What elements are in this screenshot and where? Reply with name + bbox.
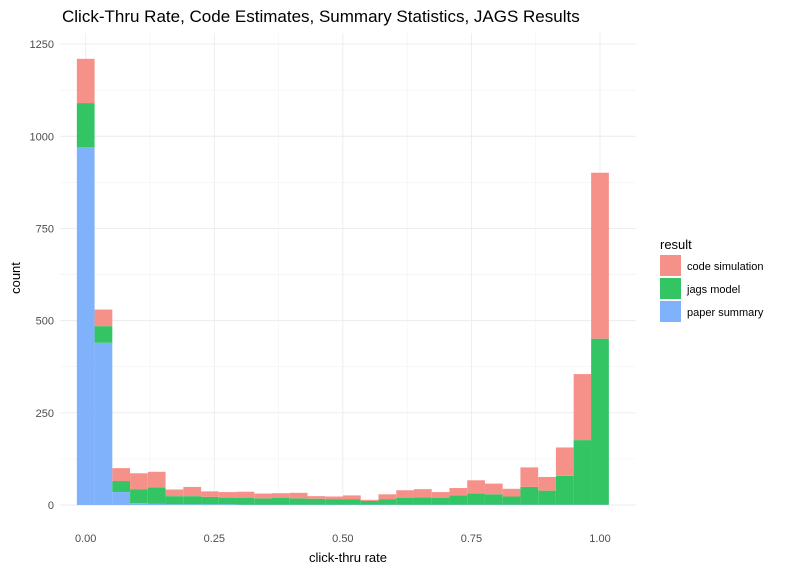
bar-code-simulation [289, 492, 308, 499]
bar-code-simulation [555, 447, 574, 476]
legend-title: result [660, 237, 692, 252]
legend-swatch [660, 301, 681, 322]
bar-jags-model [413, 497, 432, 505]
bar-jags-model [555, 475, 574, 505]
bar-code-simulation [520, 467, 539, 487]
bar-code-simulation [112, 468, 131, 482]
bar-jags-model [183, 496, 202, 505]
legend-swatch [660, 255, 681, 276]
bar-code-simulation [431, 492, 450, 498]
bar-code-simulation [502, 488, 521, 497]
bar-code-simulation [147, 471, 166, 488]
x-tick-label: 0.00 [75, 533, 96, 545]
chart-title: Click-Thru Rate, Code Estimates, Summary… [62, 7, 580, 26]
bar-code-simulation [413, 489, 432, 498]
bar-jags-model [502, 496, 521, 505]
bar-paper-summary [165, 504, 184, 505]
bar-jags-model [130, 489, 148, 504]
y-axis-label: count [8, 262, 23, 294]
bar-code-simulation [254, 493, 273, 499]
bar-jags-model [165, 496, 184, 505]
bar-paper-summary [130, 503, 148, 505]
grid [60, 33, 636, 506]
bars [76, 58, 609, 505]
bar-jags-model [289, 498, 308, 505]
bar-code-simulation [218, 492, 237, 498]
bar-jags-model [573, 440, 592, 505]
bar-code-simulation [467, 480, 485, 494]
bar-code-simulation [130, 473, 148, 490]
legend-label: code simulation [687, 261, 763, 273]
bar-jags-model [94, 326, 113, 343]
y-tick-label: 1250 [30, 39, 54, 51]
bar-code-simulation [360, 499, 379, 501]
bar-jags-model [360, 500, 379, 505]
bar-code-simulation [201, 491, 219, 497]
x-tick-label: 0.50 [332, 533, 353, 545]
bar-code-simulation [396, 490, 414, 498]
x-axis-ticks: 0.00 0.25 0.50 0.75 1.00 [75, 533, 611, 545]
bar-jags-model [520, 486, 539, 505]
bar-paper-summary [183, 504, 202, 505]
bar-jags-model [325, 499, 343, 505]
x-tick-label: 1.00 [589, 533, 610, 545]
legend-label: jags model [686, 284, 740, 296]
bar-code-simulation [307, 496, 326, 499]
bar-code-simulation [378, 494, 397, 500]
bar-code-simulation [484, 483, 503, 495]
bar-jags-model [378, 499, 397, 505]
y-tick-label: 1000 [30, 131, 54, 143]
y-tick-label: 0 [48, 500, 54, 512]
bar-jags-model [449, 495, 468, 505]
legend-swatch [660, 278, 681, 299]
bar-jags-model [76, 103, 95, 148]
bar-code-simulation [449, 488, 468, 496]
bar-jags-model [201, 496, 219, 505]
bar-code-simulation [94, 309, 113, 327]
bar-jags-model [484, 494, 503, 505]
bar-code-simulation [183, 486, 202, 497]
y-tick-label: 250 [36, 408, 54, 420]
bar-code-simulation [272, 493, 290, 498]
bar-jags-model [342, 499, 361, 505]
bar-paper-summary [218, 504, 237, 505]
bar-jags-model [272, 497, 290, 505]
legend: result code simulation jags model paper su… [660, 237, 764, 322]
bar-jags-model [396, 497, 414, 505]
bar-code-simulation [342, 495, 361, 500]
bar-paper-summary [112, 492, 131, 505]
bar-jags-model [218, 497, 237, 505]
bar-jags-model [431, 497, 450, 505]
bar-jags-model [147, 487, 166, 504]
bar-jags-model [591, 338, 609, 505]
bar-code-simulation [538, 476, 556, 491]
bar-jags-model [307, 498, 326, 505]
bar-paper-summary [147, 503, 166, 505]
bar-paper-summary [76, 147, 95, 505]
y-axis-ticks: 0 250 500 750 1000 1250 [30, 39, 54, 512]
bar-paper-summary [94, 342, 113, 505]
bar-code-simulation [236, 491, 255, 498]
bar-jags-model [236, 497, 255, 505]
legend-label: paper summary [687, 307, 764, 319]
bar-code-simulation [165, 489, 184, 497]
bar-code-simulation [573, 374, 592, 441]
x-tick-label: 0.25 [204, 533, 225, 545]
bar-jags-model [538, 490, 556, 505]
x-axis-label: click-thru rate [309, 550, 387, 565]
bar-code-simulation [325, 496, 343, 500]
bar-jags-model [467, 493, 485, 505]
x-tick-label: 0.75 [461, 533, 482, 545]
y-tick-label: 750 [36, 223, 54, 235]
y-tick-label: 500 [36, 316, 54, 328]
bar-jags-model [254, 498, 273, 505]
bar-jags-model [112, 481, 131, 493]
bar-code-simulation [76, 58, 95, 104]
bar-paper-summary [201, 504, 219, 505]
bar-code-simulation [591, 172, 609, 339]
